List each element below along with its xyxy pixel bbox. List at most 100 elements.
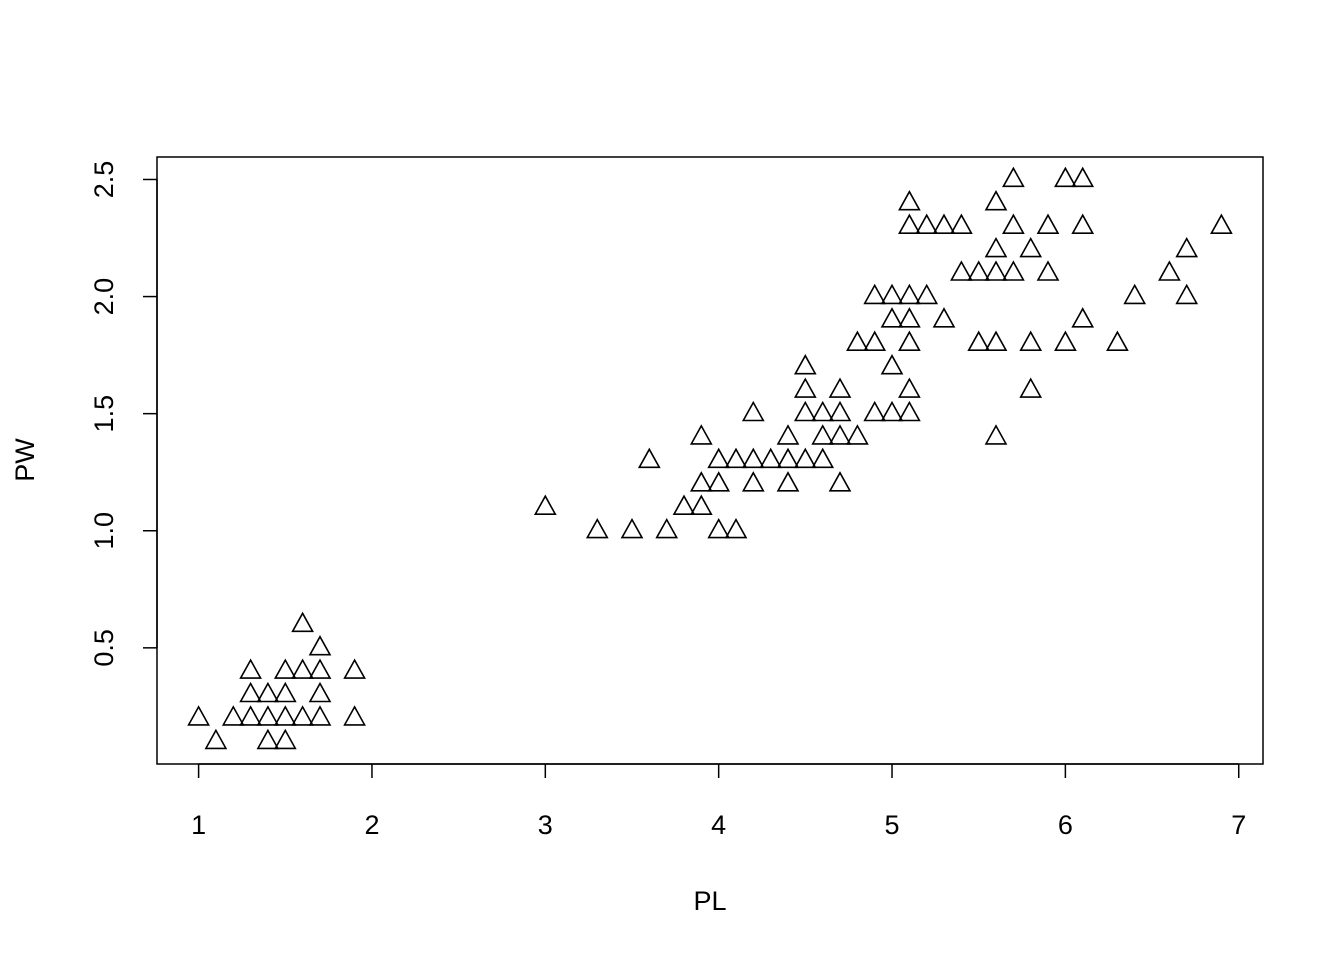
y-tick-label: 0.5 — [89, 629, 119, 667]
y-axis: 0.5 1.0 1.5 2.0 2.5 — [89, 161, 158, 667]
data-point — [707, 517, 731, 539]
data-point — [811, 400, 835, 422]
data-point — [1106, 330, 1129, 352]
data-point — [1210, 213, 1233, 234]
data-point — [707, 447, 731, 469]
data-point — [308, 705, 332, 726]
data-point — [984, 424, 1008, 445]
data-point — [932, 307, 956, 328]
data-point — [273, 658, 297, 679]
data-point — [291, 611, 314, 633]
data-point — [828, 377, 852, 398]
data-point — [1071, 307, 1095, 328]
data-point — [950, 213, 973, 234]
data-point — [1036, 213, 1060, 234]
data-point — [585, 517, 609, 539]
data-point — [1019, 377, 1043, 398]
data-point — [239, 705, 262, 726]
data-point — [273, 728, 297, 750]
data-point — [776, 424, 800, 445]
data-point — [984, 330, 1008, 352]
data-point — [291, 658, 314, 679]
data-point — [863, 283, 887, 305]
data-point — [1071, 166, 1095, 188]
data-point — [967, 260, 991, 281]
data-point — [793, 400, 817, 422]
data-point — [343, 705, 366, 726]
data-point — [655, 517, 679, 539]
data-point — [1158, 260, 1181, 281]
data-point — [1175, 283, 1199, 305]
data-point — [967, 330, 991, 352]
data-point — [898, 283, 921, 305]
data-point — [828, 400, 852, 422]
data-point — [950, 260, 973, 281]
data-point — [1002, 213, 1025, 234]
data-point — [828, 424, 852, 445]
data-point — [256, 681, 280, 703]
data-point — [846, 424, 869, 445]
x-axis-title: PL — [693, 886, 726, 916]
x-tick-label: 4 — [711, 810, 726, 840]
data-point — [273, 681, 297, 703]
data-point — [239, 658, 262, 679]
x-tick-label: 1 — [191, 810, 206, 840]
data-point — [811, 424, 835, 445]
data-point — [724, 447, 748, 469]
data-point — [898, 400, 921, 422]
data-point — [915, 283, 939, 305]
data-point — [741, 400, 765, 422]
data-point — [308, 658, 332, 679]
data-point — [880, 354, 904, 375]
data-point — [689, 494, 713, 516]
data-point — [1071, 213, 1095, 234]
data-point — [273, 705, 297, 726]
data-point — [291, 705, 314, 726]
data-point — [187, 705, 210, 726]
data-point — [672, 494, 696, 516]
y-tick-label: 1.5 — [89, 395, 119, 433]
data-point — [793, 377, 817, 398]
data-points — [187, 166, 1233, 750]
data-point — [984, 190, 1008, 211]
data-point — [898, 330, 921, 352]
data-point — [898, 377, 921, 398]
data-point — [533, 494, 557, 516]
x-axis: 1 2 3 4 5 6 7 — [191, 763, 1246, 840]
data-point — [863, 330, 887, 352]
data-point — [256, 728, 280, 750]
data-point — [689, 471, 713, 492]
data-point — [1175, 236, 1199, 258]
data-point — [984, 236, 1008, 258]
data-point — [880, 307, 904, 328]
data-point — [308, 635, 332, 656]
y-tick-label: 2.0 — [89, 278, 119, 316]
data-point — [880, 283, 904, 305]
data-point — [793, 447, 817, 469]
data-point — [915, 213, 939, 234]
data-point — [793, 354, 817, 375]
data-point — [308, 681, 332, 703]
plot-frame — [156, 156, 1264, 765]
x-tick-label: 7 — [1231, 810, 1246, 840]
data-point — [1054, 166, 1077, 188]
data-point — [898, 190, 921, 211]
x-tick-label: 3 — [538, 810, 553, 840]
y-tick-label: 1.0 — [89, 512, 119, 550]
data-point — [637, 447, 661, 469]
data-point — [828, 471, 852, 492]
y-axis-title: PW — [10, 438, 40, 482]
data-point — [811, 447, 835, 469]
x-tick-label: 5 — [885, 810, 900, 840]
data-point — [343, 658, 366, 679]
data-point — [898, 307, 921, 328]
data-point — [741, 447, 765, 469]
data-point — [256, 705, 280, 726]
data-point — [1054, 330, 1077, 352]
x-tick-label: 6 — [1058, 810, 1073, 840]
data-point — [1036, 260, 1060, 281]
data-point — [741, 471, 765, 492]
data-point — [776, 447, 800, 469]
data-point — [863, 400, 887, 422]
data-point — [759, 447, 783, 469]
